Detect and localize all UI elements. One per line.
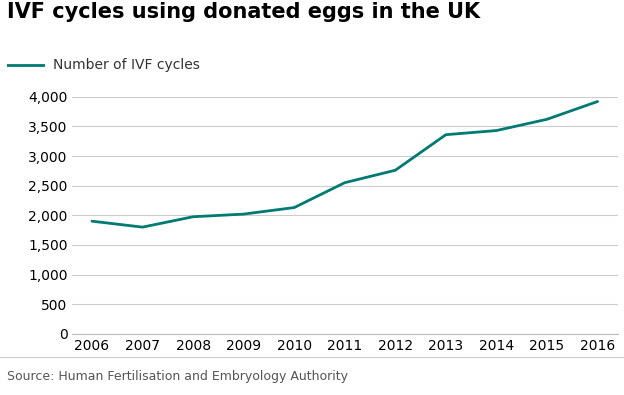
Text: B: B bbox=[537, 367, 548, 382]
Text: Source: Human Fertilisation and Embryology Authority: Source: Human Fertilisation and Embryolo… bbox=[7, 370, 348, 382]
Text: B  B  C: B B C bbox=[545, 367, 600, 382]
Text: IVF cycles using donated eggs in the UK: IVF cycles using donated eggs in the UK bbox=[7, 2, 480, 22]
Text: Number of IVF cycles: Number of IVF cycles bbox=[53, 58, 200, 72]
Text: B: B bbox=[567, 367, 578, 382]
Text: C: C bbox=[597, 367, 608, 382]
